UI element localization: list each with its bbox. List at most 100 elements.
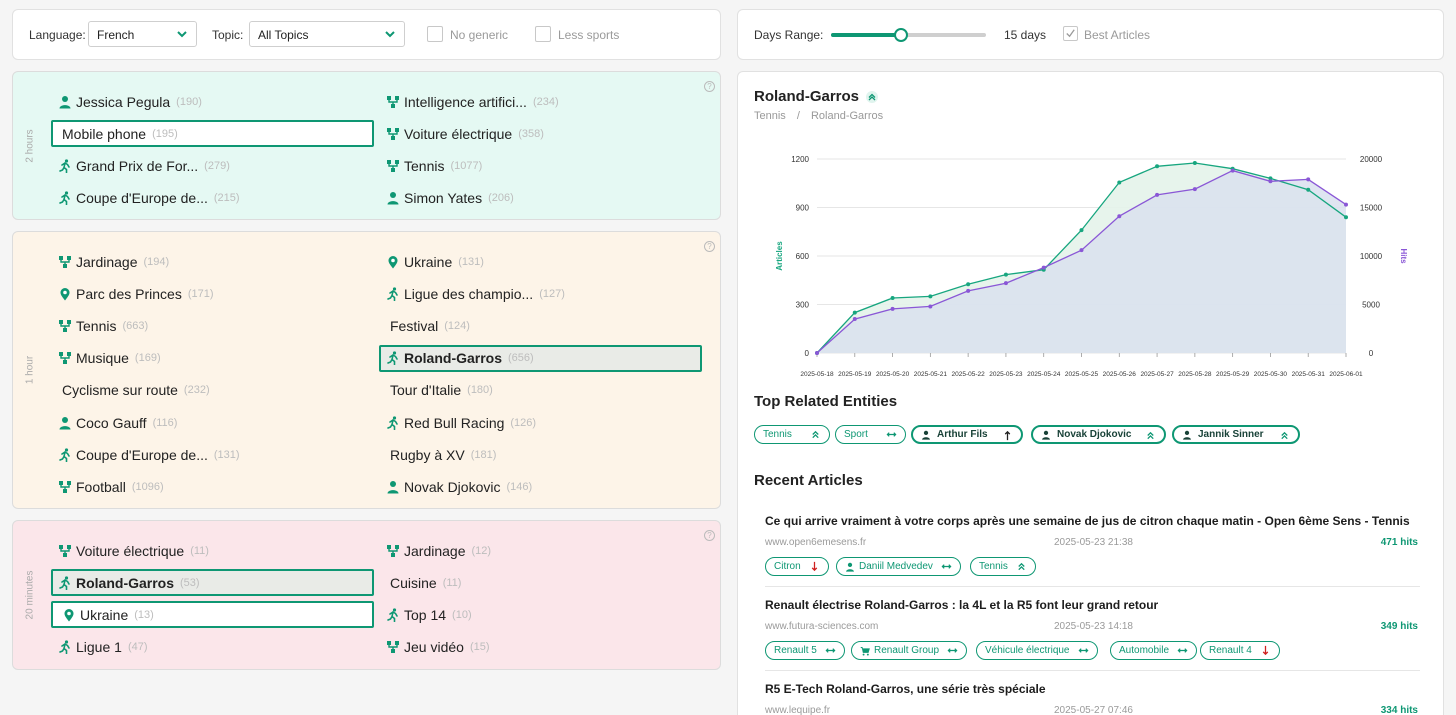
- trend-item[interactable]: Football (1096): [51, 473, 374, 500]
- trend-item[interactable]: Parc des Princes (171): [51, 280, 374, 307]
- trend-item[interactable]: Tennis (663): [51, 312, 374, 339]
- language-select[interactable]: French: [88, 21, 197, 47]
- arrow-down-icon: [1262, 645, 1269, 656]
- y-tick-left: 900: [796, 204, 810, 213]
- topic-hierarchy-icon: [387, 127, 399, 140]
- x-tick-label: 2025-05-28: [1178, 371, 1212, 378]
- trend-item-count: (11): [442, 576, 462, 589]
- trend-item[interactable]: Rugby à XV (181): [379, 441, 702, 468]
- trend-item-count: (232): [183, 384, 210, 397]
- article-tag[interactable]: Véhicule électrique: [976, 641, 1098, 660]
- x-tick-label: 2025-05-31: [1292, 371, 1326, 378]
- trend-item[interactable]: Jardinage (12): [379, 537, 702, 564]
- help-icon[interactable]: ?: [704, 530, 715, 541]
- trend-item[interactable]: Simon Yates (206): [379, 185, 702, 212]
- trend-item-label: Jeu vidéo: [404, 639, 464, 656]
- trend-item[interactable]: Jeu vidéo (15): [379, 634, 702, 661]
- trend-item[interactable]: Ukraine (131): [379, 248, 702, 275]
- article-tag[interactable]: Daniil Medvedev: [836, 557, 961, 576]
- trend-item[interactable]: Ligue des champio... (127): [379, 280, 702, 307]
- trend-item[interactable]: Roland-Garros (656): [379, 344, 702, 372]
- trend-item-count: (180): [467, 384, 493, 397]
- articles-point: [1003, 272, 1008, 277]
- trend-item[interactable]: Festival (124): [379, 312, 702, 339]
- help-icon[interactable]: ?: [704, 241, 715, 252]
- arrow-down-icon: [811, 561, 817, 572]
- hits-point: [890, 306, 895, 311]
- trend-item[interactable]: Grand Prix de For... (279): [51, 152, 374, 179]
- days-slider[interactable]: [831, 28, 986, 42]
- trend-item[interactable]: Voiture électrique (11): [51, 537, 374, 564]
- x-tick-label: 2025-05-19: [838, 371, 872, 378]
- person-icon: [387, 192, 399, 205]
- article-tag[interactable]: Citron: [765, 557, 829, 576]
- article-tag[interactable]: Automobile: [1110, 641, 1198, 660]
- trend-item-label: Red Bull Racing: [404, 414, 505, 431]
- trend-item-label: Musique: [76, 350, 129, 367]
- article-tag[interactable]: Renault 4: [1200, 641, 1280, 660]
- trend-item-label: Ligue 1: [76, 639, 122, 656]
- articles-point: [1268, 176, 1273, 181]
- related-entity-pill[interactable]: Tennis: [754, 425, 830, 444]
- trend-item[interactable]: Coupe d'Europe de... (131): [51, 441, 374, 468]
- trend-item[interactable]: Ukraine (13): [51, 601, 374, 629]
- y-tick-right: 0: [1369, 349, 1374, 358]
- hits-point: [1117, 214, 1122, 219]
- location-pin-icon: [64, 608, 74, 622]
- trend-item[interactable]: Jardinage (194): [51, 248, 374, 275]
- article-tag[interactable]: Renault Group: [851, 641, 968, 660]
- breadcrumb-leaf: Roland-Garros: [810, 110, 884, 122]
- trend-item[interactable]: Intelligence artifici... (234): [379, 88, 702, 115]
- arrow-left-right-icon: [825, 648, 836, 653]
- trend-period-label: 2 hours: [24, 128, 36, 163]
- trend-item[interactable]: Tennis (1077): [379, 152, 702, 179]
- related-entity-pill[interactable]: Sport: [835, 425, 906, 444]
- article-tag-label: Renault Group: [874, 645, 940, 656]
- days-slider-thumb[interactable]: [893, 28, 908, 42]
- y-tick-left: 0: [805, 349, 810, 358]
- no-generic-checkbox[interactable]: [427, 26, 443, 42]
- article-tag[interactable]: Tennis: [970, 557, 1036, 576]
- trend-item[interactable]: Jessica Pegula (190): [51, 88, 374, 115]
- trend-item[interactable]: Top 14 (10): [379, 601, 702, 628]
- trend-item[interactable]: Novak Djokovic (146): [379, 473, 702, 500]
- breadcrumb-root[interactable]: Tennis: [754, 110, 786, 122]
- trend-item-label: Coco Gauff: [76, 414, 147, 431]
- less-sports-checkbox[interactable]: [535, 26, 551, 42]
- trend-item[interactable]: Mobile phone (195): [51, 120, 374, 148]
- article-tag[interactable]: Renault 5: [765, 641, 845, 660]
- article-title[interactable]: Renault électrise Roland-Garros : la 4L …: [765, 598, 1159, 612]
- articles-point: [928, 294, 933, 299]
- topic-select[interactable]: All Topics: [249, 21, 405, 47]
- related-entity-label: Novak Djokovic: [1057, 429, 1132, 440]
- athlete-running-icon: [59, 640, 70, 655]
- articles-point: [1306, 187, 1311, 192]
- trend-item[interactable]: Musique (169): [51, 345, 374, 372]
- trend-item[interactable]: Coupe d'Europe de... (215): [51, 185, 374, 212]
- trend-item-label: Voiture électrique: [404, 125, 513, 142]
- trend-item[interactable]: Red Bull Racing (126): [379, 409, 702, 436]
- trend-item[interactable]: Coco Gauff (116): [51, 409, 374, 436]
- help-icon[interactable]: ?: [704, 81, 715, 92]
- trend-item[interactable]: Ligue 1 (47): [51, 634, 374, 661]
- article-title[interactable]: R5 E-Tech Roland-Garros, une série très …: [765, 682, 1046, 696]
- trend-item[interactable]: Cyclisme sur route (232): [51, 377, 374, 404]
- topic-hierarchy-icon: [387, 95, 399, 108]
- trend-item[interactable]: Tour d'Italie (180): [379, 377, 702, 404]
- related-entity-pill[interactable]: Novak Djokovic: [1031, 425, 1166, 444]
- trend-panel-1-hour: 1 hour ? Jardinage (194) Parc des Princes (…: [12, 231, 721, 509]
- double-chevron-up-icon: [1281, 431, 1288, 440]
- person-icon: [1183, 430, 1191, 440]
- trend-item[interactable]: Voiture électrique (358): [379, 120, 702, 147]
- article-title[interactable]: Ce qui arrive vraiment à votre corps apr…: [765, 514, 1410, 528]
- related-entity-pill[interactable]: Jannik Sinner: [1172, 425, 1300, 444]
- trend-item-label: Grand Prix de For...: [76, 157, 199, 174]
- related-heading: Top Related Entities: [754, 393, 898, 410]
- related-entity-pill[interactable]: Arthur Fils: [911, 425, 1023, 444]
- person-icon: [59, 95, 71, 108]
- trend-item-label: Rugby à XV: [390, 446, 465, 463]
- related-entity-label: Tennis: [763, 429, 792, 440]
- trend-item[interactable]: Cuisine (11): [379, 569, 702, 596]
- best-articles-checkbox[interactable]: [1063, 26, 1078, 41]
- trend-item[interactable]: Roland-Garros (53): [51, 569, 374, 597]
